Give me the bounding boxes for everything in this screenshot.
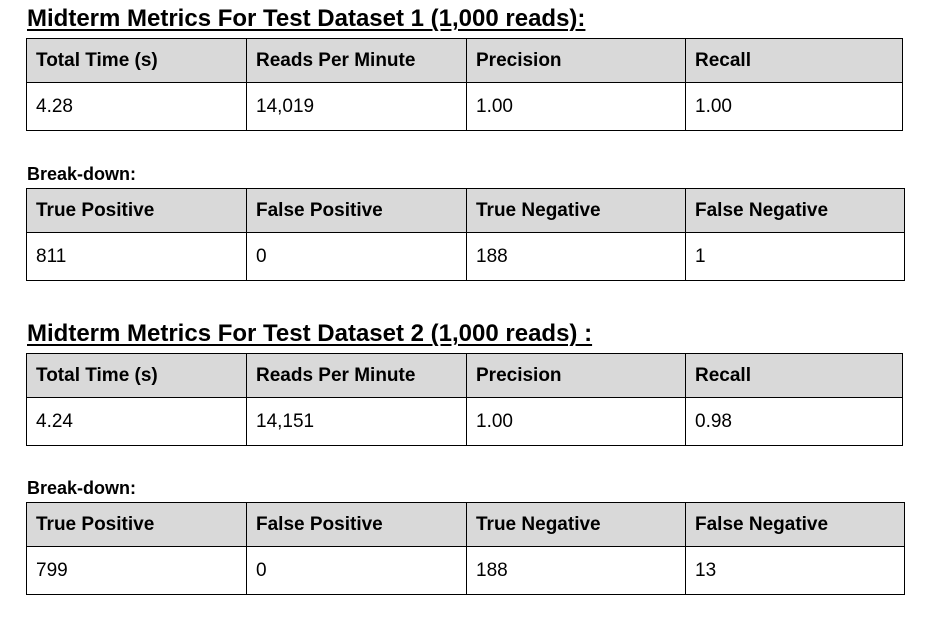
header-false-negative: False Negative (685, 188, 905, 233)
table-row: 4.24 14,151 1.00 0.98 (26, 397, 903, 446)
header-total-time: Total Time (s) (26, 38, 247, 83)
value-true-positive: 799 (26, 546, 247, 595)
table-row: 799 0 188 13 (26, 546, 905, 595)
header-true-negative: True Negative (466, 188, 686, 233)
value-true-negative: 188 (466, 546, 686, 595)
table-header-row: True Positive False Positive True Negati… (26, 502, 905, 547)
value-total-time: 4.28 (26, 82, 247, 131)
value-total-time: 4.24 (26, 397, 247, 446)
dataset-2-title: Midterm Metrics For Test Dataset 2 (1,00… (27, 320, 593, 347)
header-recall: Recall (685, 38, 903, 83)
header-false-positive: False Positive (246, 188, 467, 233)
dataset-2-metrics-table: Total Time (s) Reads Per Minute Precisio… (26, 353, 903, 446)
table-header-row: Total Time (s) Reads Per Minute Precisio… (26, 353, 903, 398)
value-false-negative: 13 (685, 546, 905, 595)
value-reads-per-minute: 14,151 (246, 397, 467, 446)
table-row: 811 0 188 1 (26, 232, 905, 281)
dataset-1-metrics-table: Total Time (s) Reads Per Minute Precisio… (26, 38, 903, 131)
dataset-2-breakdown-label: Break-down: (27, 478, 137, 498)
table-header-row: Total Time (s) Reads Per Minute Precisio… (26, 38, 903, 83)
header-precision: Precision (466, 353, 686, 398)
header-false-positive: False Positive (246, 502, 467, 547)
dataset-1-breakdown-table: True Positive False Positive True Negati… (26, 188, 905, 281)
value-true-positive: 811 (26, 232, 247, 281)
header-reads-per-minute: Reads Per Minute (246, 38, 467, 83)
header-false-negative: False Negative (685, 502, 905, 547)
value-false-positive: 0 (246, 232, 467, 281)
value-false-positive: 0 (246, 546, 467, 595)
header-true-negative: True Negative (466, 502, 686, 547)
dataset-2-breakdown-table: True Positive False Positive True Negati… (26, 502, 905, 595)
table-row: 4.28 14,019 1.00 1.00 (26, 82, 903, 131)
header-total-time: Total Time (s) (26, 353, 247, 398)
header-recall: Recall (685, 353, 903, 398)
value-reads-per-minute: 14,019 (246, 82, 467, 131)
table-header-row: True Positive False Positive True Negati… (26, 188, 905, 233)
value-precision: 1.00 (466, 82, 686, 131)
header-true-positive: True Positive (26, 188, 247, 233)
header-true-positive: True Positive (26, 502, 247, 547)
value-precision: 1.00 (466, 397, 686, 446)
value-recall: 1.00 (685, 82, 903, 131)
value-recall: 0.98 (685, 397, 903, 446)
header-precision: Precision (466, 38, 686, 83)
value-false-negative: 1 (685, 232, 905, 281)
dataset-1-breakdown-label: Break-down: (27, 164, 137, 184)
header-reads-per-minute: Reads Per Minute (246, 353, 467, 398)
value-true-negative: 188 (466, 232, 686, 281)
dataset-1-title: Midterm Metrics For Test Dataset 1 (1,00… (27, 5, 586, 32)
